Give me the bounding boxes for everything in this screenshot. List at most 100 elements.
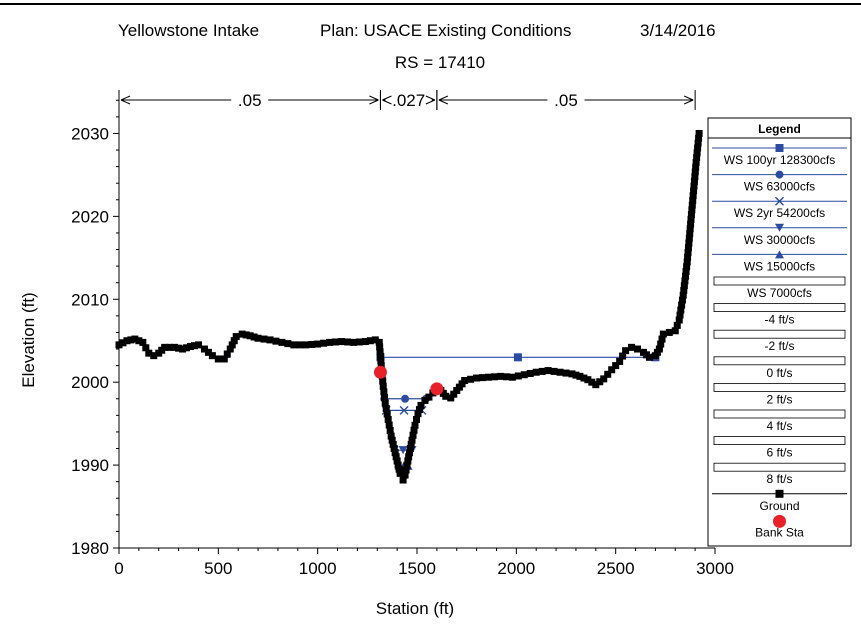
ground-point — [355, 338, 363, 346]
ground-point — [502, 373, 510, 381]
ground-point — [382, 404, 390, 412]
title-plan: Plan: USACE Existing Conditions — [320, 21, 571, 40]
ground-point — [584, 376, 592, 384]
ground-point — [220, 355, 228, 363]
ground-point — [678, 301, 686, 309]
ground-point — [403, 461, 411, 469]
legend-entry-label: WS 100yr 128300cfs — [724, 153, 835, 167]
ground-point — [145, 349, 153, 357]
ground-point — [260, 335, 268, 343]
ground-point — [693, 149, 701, 157]
mannings-n-label: .05 — [238, 91, 262, 110]
x-tick-label: 1000 — [299, 559, 337, 578]
ground-point — [685, 234, 693, 242]
ground-point — [371, 336, 379, 344]
ground-point — [411, 421, 419, 429]
ground-point — [405, 453, 413, 461]
legend-swatch-box — [713, 356, 846, 366]
ground-point — [242, 331, 250, 339]
ground-point — [254, 334, 262, 342]
ground-point — [658, 335, 666, 343]
ground-point — [232, 333, 240, 341]
ground-point — [681, 277, 689, 285]
ground-point — [562, 369, 570, 377]
legend-swatch-marker — [775, 223, 784, 232]
mannings-arrowhead — [683, 95, 694, 105]
x-tick-label: 500 — [204, 559, 232, 578]
ground-point — [376, 343, 384, 351]
bank-station-point — [373, 365, 387, 379]
ground-point — [619, 352, 627, 360]
ground-point — [175, 344, 183, 352]
ground-point — [461, 377, 469, 385]
ground-point — [380, 388, 388, 396]
ground-point — [576, 372, 584, 380]
ground-point — [131, 335, 139, 343]
ground-point — [409, 431, 417, 439]
ground-point — [381, 399, 389, 407]
legend-swatch-box — [713, 276, 846, 286]
ground-point — [687, 215, 695, 223]
mannings-n-label: .027 — [392, 91, 425, 110]
ground-point — [600, 375, 608, 383]
x-tick-label: 1500 — [398, 559, 436, 578]
ground-point — [683, 263, 691, 271]
ground-point — [692, 158, 700, 166]
ground-point — [410, 426, 418, 434]
ground-point — [473, 374, 481, 382]
ground-point — [678, 296, 686, 304]
ground-point — [366, 337, 374, 345]
ground-point — [314, 340, 322, 348]
ground-point — [694, 139, 702, 147]
ground-point — [604, 370, 612, 378]
ground-point — [681, 272, 689, 280]
ground-point — [690, 177, 698, 185]
legend-entry-label: 0 ft/s — [766, 366, 792, 380]
ground-point — [399, 476, 407, 484]
title-project: Yellowstone Intake — [118, 21, 259, 40]
ground-point — [665, 328, 673, 336]
ground-point — [187, 343, 195, 351]
ground-point — [394, 461, 402, 469]
ground-point — [183, 344, 191, 352]
ground-point — [415, 406, 423, 414]
legend-swatch-marker — [775, 250, 784, 259]
ground-point — [406, 445, 414, 453]
mannings-n-label: .05 — [554, 91, 578, 110]
y-tick-label: 2010 — [71, 290, 109, 309]
ground-point — [421, 396, 429, 404]
ground-point — [278, 338, 286, 346]
x-axis-label: Station (ft) — [376, 599, 454, 618]
ground-point — [396, 469, 404, 477]
ground-point — [391, 449, 399, 457]
ground-point — [413, 415, 421, 423]
legend-swatch-marker — [773, 514, 786, 528]
ground-point — [246, 332, 254, 340]
ground-point — [361, 338, 369, 346]
y-axis-label: Elevation (ft) — [19, 292, 38, 387]
legend-swatch-box — [713, 382, 846, 392]
ground-point — [142, 344, 150, 352]
ground-point — [682, 267, 690, 275]
ground-point — [580, 374, 588, 382]
ground-point — [688, 201, 696, 209]
ground-point — [659, 330, 667, 338]
water-surface-marker — [401, 394, 410, 403]
ground-line — [118, 133, 700, 482]
x-tick-label: 2000 — [497, 559, 535, 578]
ground-point — [228, 341, 236, 349]
legend-swatch-box — [713, 462, 846, 472]
ground-point — [266, 336, 274, 344]
ground-point — [694, 144, 702, 152]
mannings-arrowhead — [120, 95, 131, 105]
ground-point — [689, 192, 697, 200]
legend-swatch-box — [713, 436, 846, 446]
y-tick-label: 2020 — [71, 207, 109, 226]
ground-point — [139, 338, 147, 346]
ground-point — [695, 134, 703, 142]
ground-point — [384, 415, 392, 423]
chart-subtitle: RS = 17410 — [395, 53, 485, 72]
ground-point — [479, 374, 487, 382]
water-surface-marker — [398, 446, 408, 455]
ground-point — [684, 253, 692, 261]
